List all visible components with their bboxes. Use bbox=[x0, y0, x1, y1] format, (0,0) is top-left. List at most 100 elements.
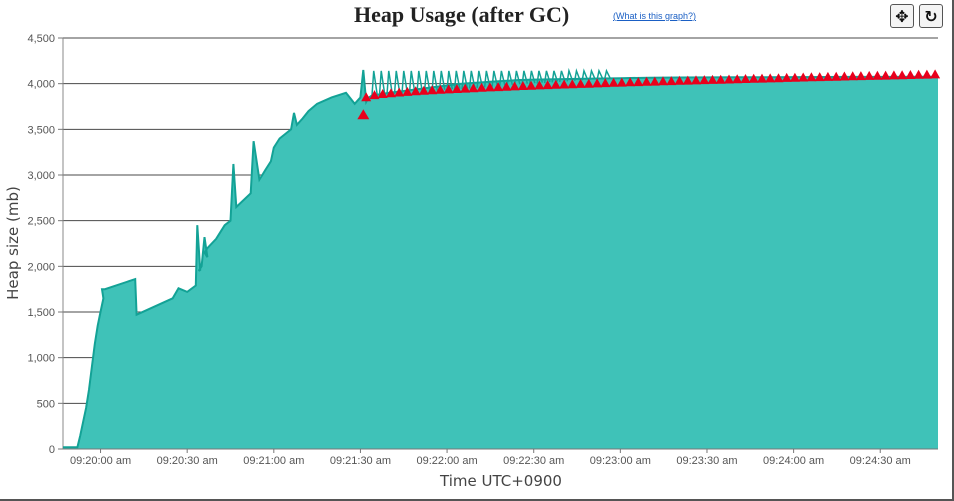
y-tick-label: 1,500 bbox=[27, 307, 55, 319]
gc-marker bbox=[921, 69, 932, 79]
x-tick-label: 09:22:00 am bbox=[416, 455, 477, 467]
gc-marker bbox=[757, 73, 767, 83]
gc-marker bbox=[773, 73, 784, 83]
gc-marker bbox=[493, 82, 504, 92]
y-tick-label: 2,500 bbox=[27, 216, 55, 228]
x-axis-ticks: 09:20:00 am 09:20:30 am 09:21:00 am 09:21:3… bbox=[63, 448, 938, 467]
gc-marker bbox=[418, 85, 429, 95]
y-tick-label: 3,000 bbox=[27, 170, 55, 182]
gc-marker bbox=[542, 80, 553, 90]
gc-marker bbox=[872, 70, 883, 80]
x-tick-label: 09:20:30 am bbox=[157, 455, 218, 467]
y-tick-label: 3,500 bbox=[27, 124, 55, 136]
gc-marker bbox=[550, 79, 561, 89]
gc-marker bbox=[402, 86, 413, 96]
gc-marker bbox=[806, 72, 817, 82]
gc-marker bbox=[608, 77, 619, 87]
x-tick-label: 09:24:30 am bbox=[850, 455, 911, 467]
x-tick-label: 09:21:30 am bbox=[330, 455, 391, 467]
y-tick-label: 4,000 bbox=[27, 79, 55, 91]
gc-marker bbox=[501, 81, 512, 91]
gc-marker bbox=[567, 79, 578, 89]
y-tick-label: 4,500 bbox=[27, 33, 55, 45]
gc-marker bbox=[592, 78, 603, 88]
gc-marker bbox=[394, 87, 405, 97]
x-tick-label: 09:22:30 am bbox=[503, 455, 564, 467]
heap-spike bbox=[408, 70, 416, 93]
heap-spike bbox=[573, 68, 581, 81]
gc-marker bbox=[666, 76, 677, 86]
gc-marker bbox=[748, 73, 759, 83]
heap-spike bbox=[461, 70, 469, 90]
heap-spike bbox=[423, 70, 431, 92]
gc-marker bbox=[888, 70, 899, 80]
heap-spike bbox=[551, 70, 559, 83]
gc-marker bbox=[913, 69, 924, 79]
gc-marker bbox=[534, 80, 545, 90]
heap-spike bbox=[566, 67, 574, 82]
heap-spike bbox=[536, 70, 544, 84]
heap-spike bbox=[386, 70, 393, 95]
gc-marker bbox=[699, 75, 710, 85]
gc-marker bbox=[410, 86, 421, 96]
gc-marker bbox=[732, 74, 743, 84]
heap-spike bbox=[528, 70, 536, 85]
gc-marker bbox=[616, 77, 627, 87]
gc-marker bbox=[633, 77, 644, 87]
page-title: Heap Usage (after GC) bbox=[354, 2, 570, 27]
heap-spike bbox=[521, 70, 529, 85]
gc-marker bbox=[460, 83, 471, 93]
heap-spike bbox=[498, 70, 506, 87]
gc-marker bbox=[517, 81, 528, 90]
gc-marker bbox=[451, 84, 462, 93]
help-link[interactable]: (What is this graph?) bbox=[613, 11, 697, 21]
x-axis-title: Time UTC+0900 bbox=[439, 472, 562, 490]
gc-marker bbox=[641, 76, 652, 86]
heap-spike bbox=[438, 70, 446, 91]
heap-spike bbox=[596, 68, 604, 80]
gc-marker bbox=[707, 74, 718, 84]
gc-marker bbox=[715, 74, 726, 84]
heap-spike bbox=[476, 70, 484, 88]
gc-marker bbox=[682, 75, 693, 85]
gc-marker bbox=[765, 73, 776, 83]
gc-marker bbox=[369, 90, 380, 100]
gc-marker bbox=[357, 109, 370, 120]
gc-marker bbox=[484, 82, 495, 92]
gc-marker bbox=[789, 72, 800, 82]
gc-marker bbox=[476, 82, 487, 92]
y-axis-title: Heap size (mb) bbox=[4, 186, 22, 300]
gc-marker bbox=[740, 74, 751, 83]
gc-marker bbox=[781, 72, 792, 82]
gc-marker bbox=[814, 72, 825, 82]
gc-marker bbox=[839, 71, 850, 81]
gc-marker bbox=[658, 76, 668, 86]
y-axis-ticks: 0 500 1,000 1,500 2,000 2,500 3,000 3,500 4,000 4… bbox=[27, 33, 63, 456]
reset-zoom-button[interactable]: ↻ bbox=[919, 4, 943, 28]
heap-spike bbox=[453, 70, 461, 90]
move-icon: ✥ bbox=[895, 6, 909, 26]
heap-area-series bbox=[63, 67, 939, 449]
gc-marker bbox=[905, 70, 916, 79]
gc-marker bbox=[361, 92, 372, 102]
gc-marker bbox=[649, 76, 660, 86]
gc-marker bbox=[847, 71, 858, 81]
gc-marker bbox=[575, 78, 586, 88]
gc-marker bbox=[526, 80, 537, 90]
y-tick-label: 0 bbox=[49, 444, 55, 456]
gc-marker bbox=[880, 70, 891, 80]
heap-spike bbox=[371, 70, 378, 96]
heap-spike bbox=[431, 70, 438, 92]
heap-spike bbox=[581, 68, 589, 81]
heap-spike bbox=[446, 70, 454, 91]
move-button[interactable]: ✥ bbox=[890, 4, 914, 28]
heap-spike bbox=[604, 68, 611, 79]
x-tick-label: 09:24:00 am bbox=[763, 455, 824, 467]
heap-spike bbox=[393, 70, 401, 94]
gc-marker bbox=[625, 77, 636, 87]
heap-spike bbox=[378, 70, 386, 96]
x-tick-label: 09:23:30 am bbox=[676, 455, 737, 467]
heap-spike bbox=[513, 70, 521, 86]
